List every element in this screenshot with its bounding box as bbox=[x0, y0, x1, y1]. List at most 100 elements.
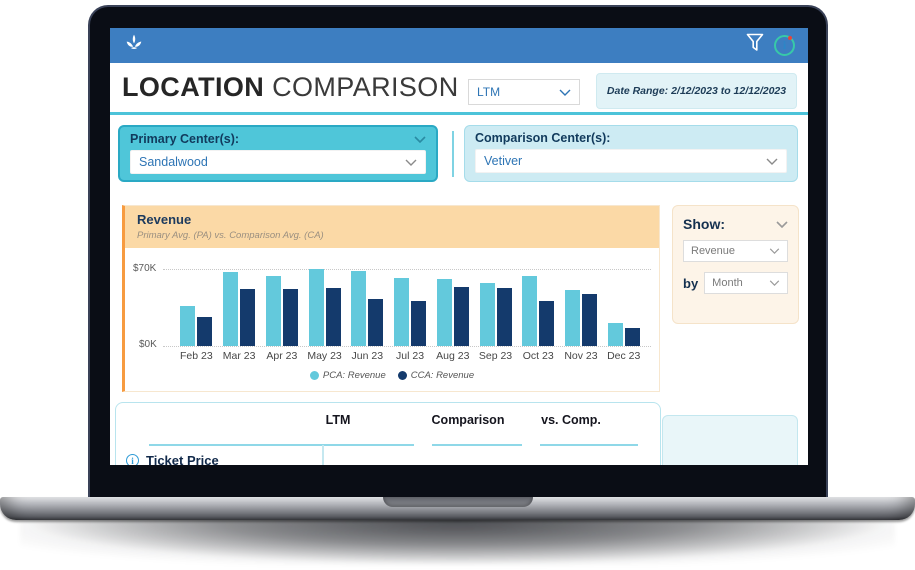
date-range-badge: Date Range: 2/12/2023 to 12/12/2023 bbox=[596, 73, 797, 109]
bar[interactable] bbox=[522, 276, 538, 346]
period-select-value: LTM bbox=[477, 85, 501, 99]
panel-divider bbox=[452, 131, 454, 177]
bar-group[interactable] bbox=[560, 268, 603, 346]
comparison-center-select[interactable]: Vetiver bbox=[475, 149, 787, 173]
table-row: i Ticket Price bbox=[126, 453, 219, 465]
side-summary-box bbox=[662, 415, 798, 465]
by-label: by bbox=[683, 275, 699, 291]
bar-group[interactable] bbox=[602, 268, 645, 346]
chevron-down-icon bbox=[769, 280, 780, 286]
primary-center-select[interactable]: Sandalwood bbox=[130, 150, 426, 174]
row-label: Ticket Price bbox=[146, 453, 219, 465]
legend-item: CCA: Revenue bbox=[397, 370, 474, 381]
y-axis-tick: $0K bbox=[139, 339, 157, 350]
page-title: LOCATION COMPARISON bbox=[122, 72, 459, 102]
period-select[interactable]: LTM bbox=[468, 79, 580, 105]
gridline bbox=[163, 269, 651, 270]
legend-dot-icon bbox=[309, 371, 319, 380]
title-divider bbox=[110, 112, 808, 115]
bar[interactable] bbox=[453, 287, 469, 346]
revenue-chart-card: Revenue Primary Avg. (PA) vs. Comparison… bbox=[122, 205, 660, 392]
bar[interactable] bbox=[308, 269, 324, 346]
info-icon[interactable]: i bbox=[126, 454, 139, 465]
bar-group[interactable] bbox=[431, 268, 474, 346]
laptop-notch bbox=[382, 497, 533, 507]
primary-center-panel: Primary Center(s): Sandalwood bbox=[118, 125, 438, 182]
show-metric-value: Revenue bbox=[691, 245, 736, 257]
info-icon[interactable]: i bbox=[774, 35, 795, 56]
bar[interactable] bbox=[624, 328, 640, 346]
chevron-down-icon bbox=[769, 248, 780, 254]
x-axis-label: Oct 23 bbox=[522, 350, 554, 362]
app-topbar: i bbox=[110, 28, 808, 63]
bar-group[interactable] bbox=[218, 268, 261, 346]
bar-group[interactable] bbox=[303, 268, 346, 346]
bar-group[interactable] bbox=[260, 268, 303, 346]
app-screen: i LOCATION COMPARISON LTM Date Range: 2/… bbox=[110, 28, 808, 465]
bar[interactable] bbox=[180, 306, 196, 346]
comparison-center-label: Comparison Center(s): bbox=[475, 131, 611, 145]
x-axis-label: Feb 23 bbox=[180, 350, 213, 362]
chevron-down-icon[interactable] bbox=[414, 135, 426, 143]
column-header-comparison: Comparison bbox=[431, 413, 505, 427]
header-underline bbox=[432, 444, 522, 446]
bar[interactable] bbox=[240, 289, 256, 346]
chevron-down-icon bbox=[766, 158, 778, 165]
comparison-center-value: Vetiver bbox=[484, 154, 523, 168]
bar[interactable] bbox=[564, 290, 580, 346]
gridline bbox=[163, 346, 651, 347]
interval-select[interactable]: Month bbox=[704, 272, 788, 294]
bar[interactable] bbox=[411, 301, 427, 346]
column-header-vscomp: vs. Comp. bbox=[541, 413, 601, 427]
primary-center-label: Primary Center(s): bbox=[130, 132, 240, 146]
show-metric-select[interactable]: Revenue bbox=[683, 240, 788, 262]
legend-item: PCA: Revenue bbox=[309, 370, 386, 381]
bar[interactable] bbox=[607, 323, 623, 346]
interval-value: Month bbox=[712, 277, 743, 289]
bar[interactable] bbox=[368, 299, 384, 346]
show-label: Show: bbox=[683, 216, 725, 232]
bar-group[interactable] bbox=[517, 268, 560, 346]
laptop-base bbox=[0, 497, 915, 520]
header-underline bbox=[540, 444, 638, 446]
header-underline bbox=[149, 444, 414, 446]
x-axis-label: Dec 23 bbox=[607, 350, 641, 362]
chevron-down-icon bbox=[559, 89, 571, 96]
chevron-down-icon bbox=[405, 159, 417, 166]
laptop-bezel: i LOCATION COMPARISON LTM Date Range: 2/… bbox=[88, 5, 828, 500]
bar[interactable] bbox=[539, 301, 555, 346]
x-axis-label: Jun 23 bbox=[351, 350, 384, 362]
x-axis-label: Nov 23 bbox=[564, 350, 598, 362]
bar-group[interactable] bbox=[474, 268, 517, 346]
bar[interactable] bbox=[394, 278, 410, 346]
bar[interactable] bbox=[581, 294, 597, 346]
primary-center-value: Sandalwood bbox=[139, 155, 208, 169]
bar[interactable] bbox=[496, 288, 512, 346]
show-panel: Show: Revenue by Month bbox=[672, 205, 799, 324]
column-divider bbox=[322, 445, 324, 465]
x-axis-label: May 23 bbox=[307, 350, 342, 362]
chart-title: Revenue bbox=[137, 212, 192, 227]
bar[interactable] bbox=[265, 276, 281, 346]
bar-group[interactable] bbox=[389, 268, 432, 346]
bar[interactable] bbox=[197, 317, 213, 346]
x-axis-label: Apr 23 bbox=[266, 350, 298, 362]
filter-icon[interactable] bbox=[746, 33, 764, 58]
chevron-down-icon[interactable] bbox=[776, 220, 788, 228]
bar[interactable] bbox=[325, 288, 341, 346]
bar[interactable] bbox=[282, 289, 298, 346]
y-axis-tick: $70K bbox=[133, 263, 157, 274]
notification-dot bbox=[788, 36, 792, 40]
bar[interactable] bbox=[436, 279, 452, 346]
bar[interactable] bbox=[223, 272, 239, 346]
bar-group[interactable] bbox=[175, 268, 218, 346]
x-axis-label: Aug 23 bbox=[436, 350, 470, 362]
bar[interactable] bbox=[479, 283, 495, 346]
bar-group[interactable] bbox=[346, 268, 389, 346]
spa-leaf-logo-icon bbox=[123, 32, 145, 59]
bar[interactable] bbox=[351, 271, 367, 346]
bar-plot-area bbox=[175, 268, 645, 346]
x-axis-label: Jul 23 bbox=[396, 350, 425, 362]
x-axis-label: Sep 23 bbox=[478, 350, 513, 362]
